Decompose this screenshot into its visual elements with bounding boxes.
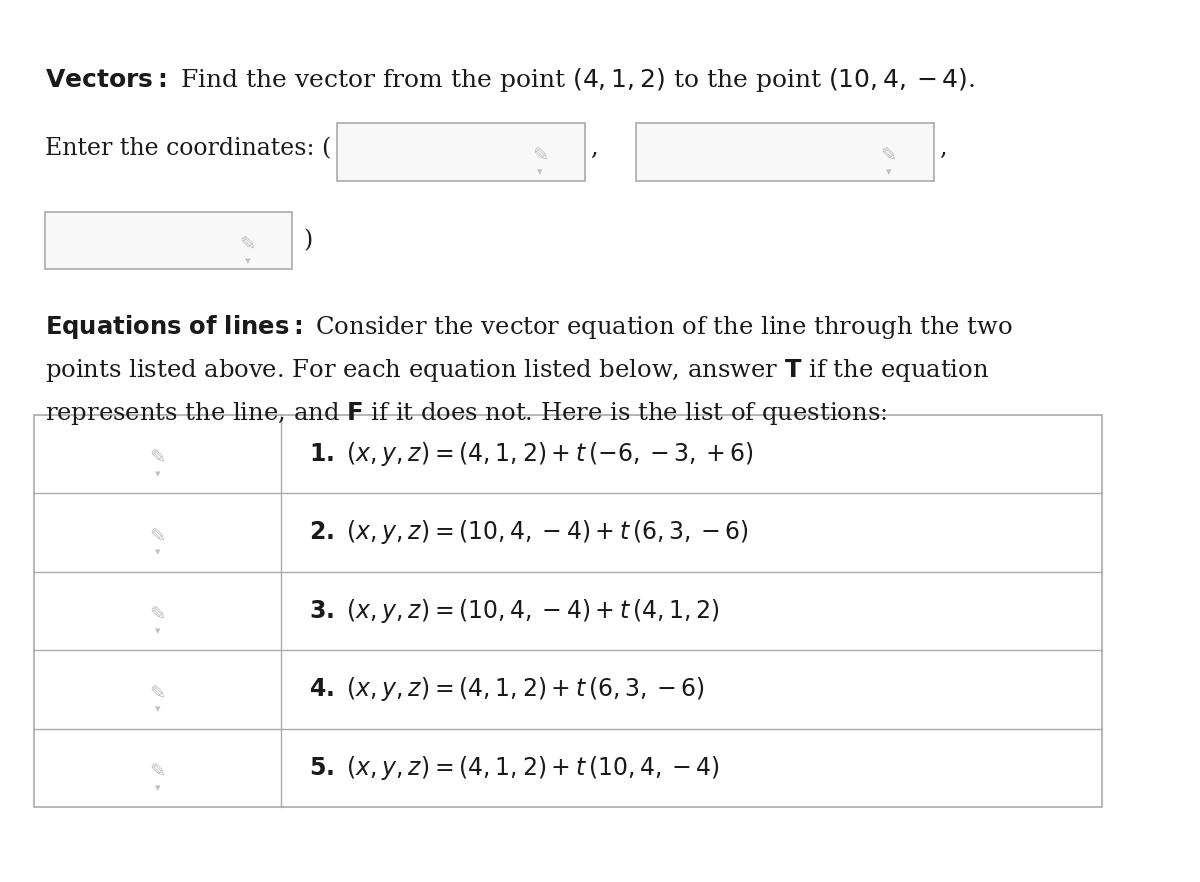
Text: ✎: ✎ bbox=[149, 763, 166, 781]
Text: $\mathbf{4.}$ $(x, y, z) = (4, 1, 2) + t\,(6, 3, -6)$: $\mathbf{4.}$ $(x, y, z) = (4, 1, 2) + t… bbox=[310, 676, 706, 703]
Text: $\mathbf{Equations\ of\ lines:}$ Consider the vector equation of the line throug: $\mathbf{Equations\ of\ lines:}$ Conside… bbox=[44, 313, 1013, 341]
Text: ✎: ✎ bbox=[532, 147, 548, 166]
Text: $\mathbf{3.}$ $(x, y, z) = (10, 4, -4) + t\,(4, 1, 2)$: $\mathbf{3.}$ $(x, y, z) = (10, 4, -4) +… bbox=[310, 597, 720, 624]
Text: ▾: ▾ bbox=[245, 256, 251, 265]
FancyBboxPatch shape bbox=[44, 212, 293, 269]
Text: $\mathbf{2.}$ $(x, y, z) = (10, 4, -4) + t\,(6, 3, -6)$: $\mathbf{2.}$ $(x, y, z) = (10, 4, -4) +… bbox=[310, 519, 750, 546]
FancyBboxPatch shape bbox=[337, 123, 584, 181]
FancyBboxPatch shape bbox=[34, 415, 1103, 807]
Text: ✎: ✎ bbox=[149, 684, 166, 703]
Text: points listed above. For each equation listed below, answer $\mathbf{T}$ if the : points listed above. For each equation l… bbox=[44, 357, 989, 385]
Text: ▾: ▾ bbox=[155, 548, 161, 557]
Text: $\mathbf{Vectors:}$ Find the vector from the point $(4, 1, 2)$ to the point $(10: $\mathbf{Vectors:}$ Find the vector from… bbox=[44, 66, 976, 94]
Text: $\mathbf{1.}$ $(x, y, z) = (4, 1, 2) + t\,(-6, -3, +6)$: $\mathbf{1.}$ $(x, y, z) = (4, 1, 2) + t… bbox=[310, 440, 754, 467]
Text: ▾: ▾ bbox=[886, 168, 892, 177]
Text: ▾: ▾ bbox=[155, 626, 161, 636]
Text: ✎: ✎ bbox=[881, 147, 896, 166]
Text: ✎: ✎ bbox=[149, 449, 166, 467]
Text: represents the line, and $\mathbf{F}$ if it does not. Here is the list of questi: represents the line, and $\mathbf{F}$ if… bbox=[44, 400, 887, 427]
Text: ✎: ✎ bbox=[239, 235, 256, 254]
Text: ▾: ▾ bbox=[155, 705, 161, 714]
Text: ▾: ▾ bbox=[155, 469, 161, 479]
FancyBboxPatch shape bbox=[636, 123, 934, 181]
Text: ▾: ▾ bbox=[155, 783, 161, 793]
Text: ,: , bbox=[590, 137, 599, 160]
Text: ▾: ▾ bbox=[538, 168, 542, 177]
Text: $\mathbf{5.}$ $(x, y, z) = (4, 1, 2) + t\,(10, 4, -4)$: $\mathbf{5.}$ $(x, y, z) = (4, 1, 2) + t… bbox=[310, 754, 720, 781]
Text: Enter the coordinates: (: Enter the coordinates: ( bbox=[44, 137, 331, 160]
Text: ✎: ✎ bbox=[149, 527, 166, 546]
Text: ✎: ✎ bbox=[149, 606, 166, 624]
Text: ): ) bbox=[304, 229, 313, 252]
Text: ,: , bbox=[940, 137, 947, 160]
